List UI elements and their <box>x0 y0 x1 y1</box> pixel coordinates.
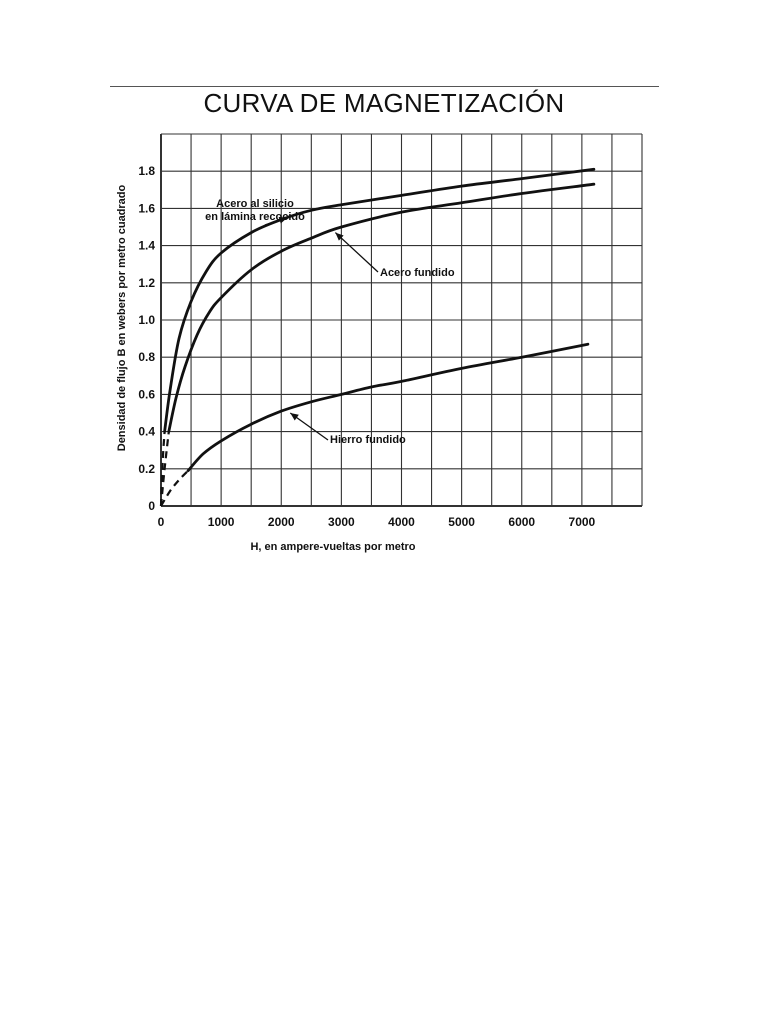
y-tick-label: 1.2 <box>138 276 155 290</box>
annotation-label-line: Hierro fundido <box>330 434 406 446</box>
x-tick-label: 2000 <box>268 515 295 529</box>
annotations: Acero al silicio en lámina recocidoAcero … <box>205 198 455 446</box>
y-tick-label: 1.6 <box>138 201 155 215</box>
y-tick-label: 1.8 <box>138 164 155 178</box>
tick-labels: 0 0.2 0.4 0.6 0.8 1.0 1.2 1.4 1.6 1.8 0 1000 2000 300… <box>138 164 595 529</box>
y-tick-label: 0.6 <box>138 387 155 401</box>
x-tick-label: 4000 <box>388 515 415 529</box>
annotation-label-line: Acero fundido <box>380 267 455 279</box>
annotation-leader <box>334 232 379 273</box>
x-tick-label: 5000 <box>448 515 475 529</box>
y-axis-label: Densidad de flujo B en webers por metro … <box>116 184 128 451</box>
annotation-label: Acero al silicio en lámina recocido <box>205 198 305 223</box>
x-tick-label: 3000 <box>328 515 355 529</box>
series-2-line <box>186 342 590 473</box>
y-tick-label: 1.0 <box>138 313 155 327</box>
x-tick-label: 0 <box>158 515 165 529</box>
x-tick-label: 7000 <box>569 515 596 529</box>
series-1-line <box>167 182 596 433</box>
top-rule <box>110 86 659 87</box>
annotation-label: Acero fundido <box>380 267 455 279</box>
y-tick-label: 0.2 <box>138 462 155 476</box>
series-2-dashed-segment <box>160 469 189 507</box>
x-axis-label: H, en ampere-vueltas por metro <box>250 541 415 553</box>
annotation-label: Hierro fundido <box>330 434 406 446</box>
y-tick-label: 0.8 <box>138 350 155 364</box>
annotation-arrowhead <box>290 413 299 421</box>
series-1-dashed-segment <box>159 431 170 507</box>
y-tick-label: 0 <box>148 499 155 513</box>
annotation-arrowhead <box>335 232 344 241</box>
chart-title: CURVA DE MAGNETIZACIÓN <box>203 88 565 118</box>
annotation-label-line: Acero al silicio <box>216 198 294 210</box>
y-tick-label: 0.4 <box>138 425 155 439</box>
grid <box>160 133 643 507</box>
x-tick-label: 1000 <box>208 515 235 529</box>
x-tick-label: 6000 <box>508 515 535 529</box>
annotation-arrowhead <box>278 216 288 224</box>
annotation-label-line: en lámina recocido <box>205 211 305 223</box>
y-tick-label: 1.4 <box>138 239 155 253</box>
